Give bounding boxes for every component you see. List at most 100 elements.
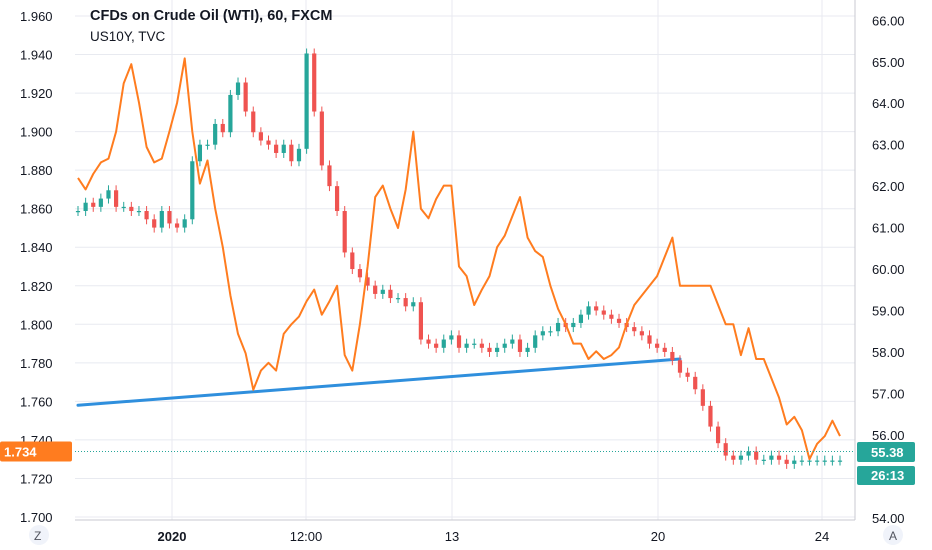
candle-body [289,144,294,162]
candle-body [228,94,233,133]
candle-body [197,144,203,162]
z-button[interactable]: Z [29,525,49,545]
candle-body [525,347,530,352]
candle-body [174,223,180,228]
x-tick-label: 20 [651,529,665,544]
candle-body [685,372,690,377]
candle-body [715,426,721,444]
right-tick-label: 59.00 [872,304,905,319]
chart-title: CFDs on Crude Oil (WTI), 60, FXCM [90,8,332,24]
candle-body [784,459,789,464]
candle-body [380,289,385,294]
left-tick-label: 1.800 [20,317,53,332]
candle-body [167,211,172,224]
candle-body [426,339,431,344]
right-tick-label: 65.00 [872,55,905,70]
candle-body [601,310,606,315]
candle-body [357,269,363,278]
candle-body [746,451,751,456]
candle-body [129,206,134,212]
candle-body [121,206,126,209]
candle-body [670,351,675,361]
wti-line-layer [77,57,841,461]
candle-body [281,144,286,153]
candle-body [434,343,439,348]
candle-body [91,202,96,207]
candle-body [586,306,591,315]
left-tick-label: 1.900 [20,125,53,140]
candle-body [487,347,492,352]
right-tick-label: 54.00 [872,511,905,526]
candle-body [799,460,804,462]
candle-body [594,306,599,311]
candle-body [182,219,187,228]
right-tick-label: 60.00 [872,262,905,277]
candle-body [776,455,782,460]
a-button[interactable]: A [883,525,903,545]
candle-body [548,331,553,333]
candle-body [75,211,81,213]
candle-body [418,302,423,340]
right-tick-label: 64.00 [872,96,905,111]
right-price-tag-text: 55.38 [871,445,904,460]
candle-body [258,132,263,141]
right-price-tag: 55.38 [857,442,915,462]
candle-body [388,289,393,299]
x-tick-label: 24 [815,529,829,544]
candle-body [479,343,484,348]
candle-body [807,460,812,462]
right-timer-tag-text: 26:13 [871,468,904,483]
candle-body [235,82,241,95]
candle-body [456,335,462,348]
left-tick-label: 1.780 [20,356,53,371]
candle-body [555,322,561,332]
candle-body [815,460,820,462]
candle-body [395,298,401,300]
left-tick-label: 1.820 [20,279,53,294]
candle-body [365,277,370,286]
candle-body [114,190,119,207]
left-tick-label: 1.840 [20,240,53,255]
candle-body [769,455,774,460]
z-button-label: Z [34,529,41,543]
left-tick-label: 1.760 [20,394,53,409]
right-tick-label: 62.00 [872,179,905,194]
candle-body [502,343,507,348]
candle-body [152,219,157,228]
left-tick-label: 1.700 [20,510,53,525]
candle-body [723,443,728,456]
right-axis-ticks: 66.00 65.00 64.00 63.00 62.00 61.00 60.00 59.00… [872,13,905,525]
candle-body [616,318,622,323]
candle-body [540,331,545,336]
candle-body [342,211,347,253]
right-tick-label: 61.00 [872,221,905,236]
a-button-label: A [889,529,897,543]
candle-body [243,82,248,112]
candle-body [327,165,332,187]
candle-body [144,211,149,220]
left-tick-label: 1.860 [20,202,53,217]
candle-body [220,123,225,133]
candle-body [533,335,538,348]
left-axis-ticks: 1.960 1.940 1.920 1.900 1.880 1.860 1.840 1.820… [20,9,53,525]
left-tick-label: 1.940 [20,48,53,63]
right-tick-label: 66.00 [872,13,905,28]
candle-body [441,339,446,348]
candle-body [837,460,843,462]
candle-body [98,198,103,207]
candle-body [464,343,469,348]
candle-body [662,347,667,352]
candle-body [738,455,744,460]
left-tick-label: 1.920 [20,86,53,101]
candle-body [266,140,271,145]
candle-body [159,211,164,228]
trendline [76,357,682,407]
candle-body [136,211,142,213]
x-tick-label: 12:00 [290,529,323,544]
candle-body [334,186,340,212]
candle-body [708,405,713,427]
wti-line [77,57,841,461]
candle-body [609,314,614,319]
x-tick-label: 13 [445,529,459,544]
